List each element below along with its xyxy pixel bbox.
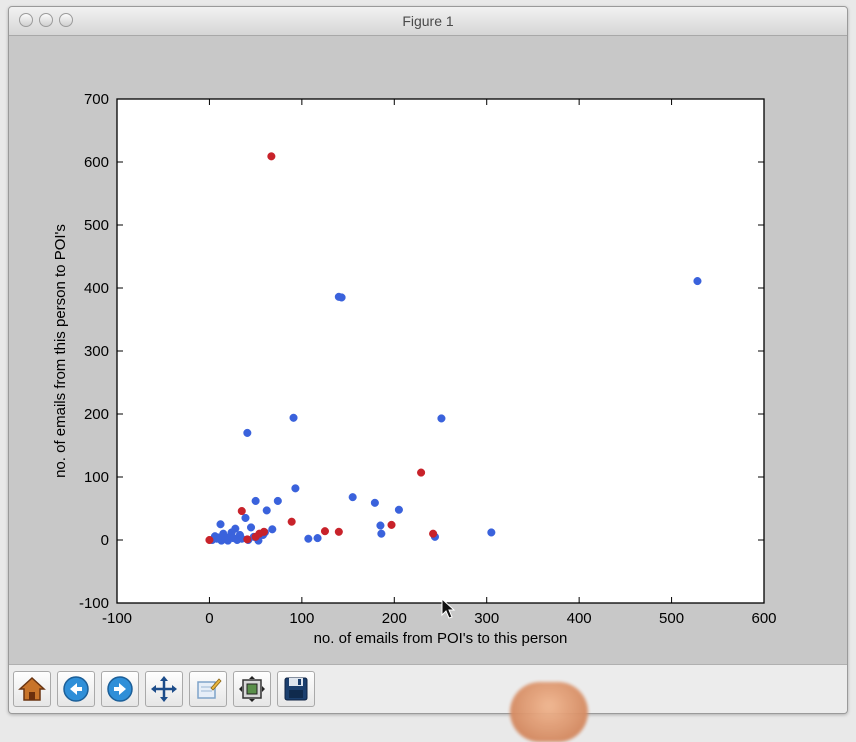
x-tick-label: 200 xyxy=(382,610,407,627)
mouse-cursor-icon xyxy=(441,598,456,619)
minimize-window-button[interactable] xyxy=(39,13,53,27)
y-tick-label: 300 xyxy=(84,343,109,360)
data-point-red xyxy=(243,535,252,544)
x-tick-label: 400 xyxy=(567,610,592,627)
data-point-blue xyxy=(289,413,298,422)
data-point-red xyxy=(387,520,396,529)
window-title: Figure 1 xyxy=(402,13,454,29)
y-tick-label: 500 xyxy=(84,217,109,234)
zoom-button[interactable] xyxy=(189,671,227,707)
data-point-blue xyxy=(291,484,300,493)
x-tick-label: 300 xyxy=(474,610,499,627)
figure-canvas: -100 0 100 200 300 400 500 600 -100 0 100 200 300 400… xyxy=(9,36,847,664)
data-point-blue xyxy=(223,536,232,545)
subplots-icon xyxy=(239,676,265,702)
y-tick-label: 0 xyxy=(101,532,109,549)
data-point-blue xyxy=(304,534,313,543)
data-point-blue xyxy=(214,533,223,542)
data-point-red xyxy=(251,532,260,541)
data-point-red xyxy=(237,506,246,516)
y-tick-label: 700 xyxy=(84,91,109,108)
presenter-thumb xyxy=(510,682,588,742)
x-tick-label: 100 xyxy=(289,610,314,627)
y-tick-label: 200 xyxy=(84,406,109,423)
plot-area xyxy=(116,98,765,604)
zoom-rect-icon xyxy=(197,678,222,699)
back-arrow-icon xyxy=(63,676,89,702)
subplots-button[interactable] xyxy=(233,671,271,707)
data-point-blue xyxy=(487,528,496,537)
data-point-red xyxy=(267,152,276,161)
data-point-blue xyxy=(246,523,256,532)
home-icon xyxy=(18,676,46,701)
data-point-blue xyxy=(262,506,271,515)
forward-arrow-icon xyxy=(107,676,133,702)
data-point-blue xyxy=(693,277,702,286)
y-tick-label: 600 xyxy=(84,154,109,171)
data-point-blue xyxy=(273,496,282,505)
data-point-blue xyxy=(251,496,260,505)
y-tick-label: 100 xyxy=(84,469,109,486)
data-point-blue xyxy=(337,293,346,302)
title-bar: Figure 1 xyxy=(9,7,847,36)
x-tick-label: 600 xyxy=(751,610,776,627)
x-tick-label: -100 xyxy=(102,610,132,627)
data-point-blue xyxy=(394,505,403,514)
data-point-red xyxy=(287,517,296,526)
data-point-blue xyxy=(376,521,385,530)
data-point-blue xyxy=(313,534,322,543)
floppy-disk-icon xyxy=(284,677,308,701)
home-button[interactable] xyxy=(13,671,51,707)
forward-button[interactable] xyxy=(101,671,139,707)
pan-button[interactable] xyxy=(145,671,183,707)
y-tick-label: -100 xyxy=(79,595,109,612)
back-button[interactable] xyxy=(57,671,95,707)
y-tick-label: 400 xyxy=(84,280,109,297)
x-axis-label: no. of emails from POI's to this person xyxy=(314,630,568,647)
data-point-red xyxy=(320,527,330,536)
data-point-blue xyxy=(241,513,250,523)
figure-window: Figure 1 -100 0 100 200 300 400 500 600 -100 0 100… xyxy=(8,6,848,714)
y-axis-label: no. of emails from this person to POI's xyxy=(52,224,69,478)
move-arrows-icon xyxy=(151,676,177,702)
data-point-red xyxy=(334,527,343,536)
data-point-red xyxy=(429,529,438,538)
x-tick-label: 0 xyxy=(205,610,213,627)
data-point-blue xyxy=(437,414,446,423)
zoom-window-button[interactable] xyxy=(59,13,73,27)
data-point-blue xyxy=(268,525,277,534)
data-point-blue xyxy=(370,498,379,507)
scatter-chart: -100 0 100 200 300 400 500 600 -100 0 100 200 300 400… xyxy=(52,91,777,647)
data-point-blue xyxy=(243,428,252,437)
data-point-red xyxy=(205,535,214,545)
data-point-blue xyxy=(348,493,357,502)
data-point-blue xyxy=(216,520,225,529)
data-point-red xyxy=(417,468,426,477)
x-tick-label: 500 xyxy=(659,610,684,627)
data-point-blue xyxy=(377,529,386,538)
close-window-button[interactable] xyxy=(19,13,33,27)
navigation-toolbar xyxy=(9,664,847,713)
save-button[interactable] xyxy=(277,671,315,707)
